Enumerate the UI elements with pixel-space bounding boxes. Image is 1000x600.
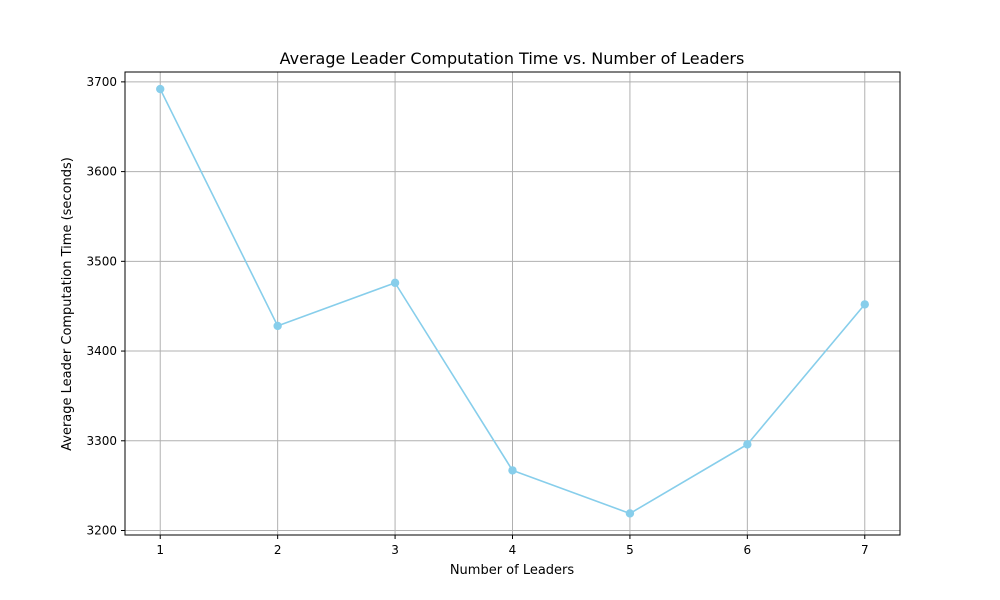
data-point (508, 466, 517, 475)
data-point (860, 300, 869, 309)
x-tick-label: 1 (156, 543, 164, 557)
x-tick-label: 2 (274, 543, 282, 557)
x-tick-label: 7 (861, 543, 869, 557)
y-tick-label: 3600 (86, 165, 117, 179)
x-tick-label: 5 (626, 543, 634, 557)
data-point (273, 321, 282, 331)
series (156, 84, 869, 518)
y-tick-label: 3500 (86, 254, 117, 268)
y-tick-label: 3300 (86, 434, 117, 448)
grid (125, 72, 900, 535)
x-axis-label: Number of Leaders (450, 563, 575, 578)
y-tick-label: 3700 (86, 75, 117, 89)
data-point (625, 509, 635, 518)
chart-title: Average Leader Computation Time vs. Numb… (280, 49, 745, 68)
x-tick-label: 3 (391, 543, 399, 557)
axis-ticks: 1 2 3 4 5 6 7 3200 3300 3400 3500 3600 3700 (86, 75, 868, 557)
y-axis-label: Average Leader Computation Time (seconds… (60, 157, 75, 451)
x-tick-label: 4 (509, 543, 517, 557)
data-point (743, 440, 752, 449)
data-point (390, 278, 400, 288)
x-tick-label: 6 (744, 543, 752, 557)
y-tick-label: 3400 (86, 344, 117, 358)
data-point (156, 84, 165, 94)
y-tick-label: 3200 (86, 524, 117, 538)
